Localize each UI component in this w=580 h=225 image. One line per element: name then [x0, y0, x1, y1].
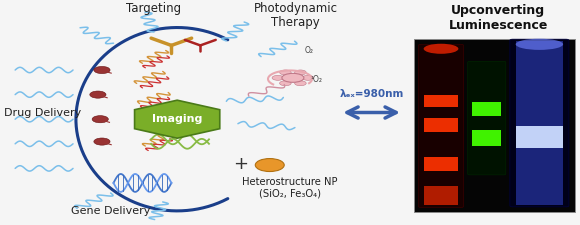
Ellipse shape [295, 70, 306, 75]
Text: Heterostructure NP
(SiO₂, Fe₃O₄): Heterostructure NP (SiO₂, Fe₃O₄) [242, 177, 338, 199]
Text: +: + [233, 155, 248, 173]
Text: Imaging: Imaging [152, 114, 202, 124]
Ellipse shape [255, 159, 284, 171]
Ellipse shape [282, 73, 304, 82]
Text: ¹O₂: ¹O₂ [310, 75, 322, 84]
FancyBboxPatch shape [467, 61, 506, 175]
Ellipse shape [280, 81, 291, 86]
FancyBboxPatch shape [414, 39, 575, 212]
Polygon shape [135, 100, 220, 138]
Text: λₑₓ=980nm: λₑₓ=980nm [339, 89, 404, 99]
FancyBboxPatch shape [472, 102, 501, 116]
FancyBboxPatch shape [423, 186, 458, 205]
Text: Photodynamic
Therapy: Photodynamic Therapy [254, 2, 338, 29]
Text: Targeting: Targeting [126, 2, 182, 15]
Ellipse shape [90, 91, 106, 98]
FancyBboxPatch shape [423, 95, 458, 107]
FancyBboxPatch shape [423, 118, 458, 132]
FancyBboxPatch shape [423, 157, 458, 171]
FancyBboxPatch shape [510, 39, 569, 207]
Ellipse shape [423, 44, 458, 54]
Ellipse shape [272, 75, 284, 80]
Ellipse shape [516, 39, 563, 50]
FancyBboxPatch shape [516, 126, 563, 148]
Ellipse shape [94, 138, 110, 145]
Text: O₂: O₂ [304, 46, 313, 55]
Ellipse shape [92, 116, 108, 123]
Ellipse shape [302, 75, 314, 80]
Text: Gene Delivery: Gene Delivery [71, 206, 150, 216]
Text: Upconverting
Luminescence: Upconverting Luminescence [448, 4, 548, 32]
Ellipse shape [295, 81, 306, 86]
Text: Drug Delivery: Drug Delivery [3, 108, 81, 117]
Ellipse shape [94, 66, 110, 74]
FancyBboxPatch shape [418, 44, 463, 207]
Ellipse shape [280, 70, 291, 75]
FancyBboxPatch shape [472, 130, 501, 146]
FancyBboxPatch shape [516, 41, 563, 205]
